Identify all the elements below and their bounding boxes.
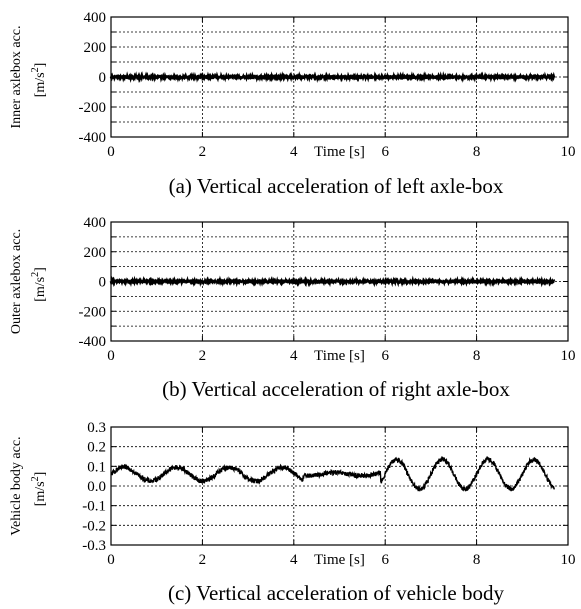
y-tick-label: 200: [84, 40, 107, 56]
x-tick-label: 2: [199, 348, 207, 364]
y-tick-label: -200: [79, 304, 107, 320]
y-tick-label: 0.3: [87, 420, 106, 436]
x-tick-label: 4: [290, 552, 298, 568]
x-tick-label: 2: [199, 144, 207, 160]
plot-frame: [110, 426, 569, 546]
x-axis-label: Time [s]: [314, 552, 365, 568]
plot-frame: [110, 16, 569, 138]
y-tick-label: 0.0: [87, 479, 106, 495]
chart-panel-3: -0.3 -0.2 -0.1 0.0 0.1 0.2 0.3 0 2 4 6 8 10 Time [s] V…: [9, 420, 576, 605]
plot-frame: [110, 221, 569, 342]
x-tick-label: 0: [107, 552, 115, 568]
y-tick-label: 0: [99, 275, 107, 291]
x-tick-label: 4: [290, 144, 298, 160]
figure-caption: (b) Vertical acceleration of right axle-…: [162, 377, 510, 401]
x-tick-label: 6: [381, 348, 389, 364]
x-tick-label: 4: [290, 348, 298, 364]
y-tick-label: -0.1: [82, 499, 106, 515]
y-tick-label: 400: [84, 215, 107, 231]
y-tick-label: 200: [84, 245, 107, 261]
x-tick-label: 10: [561, 552, 576, 568]
x-tick-label: 2: [199, 552, 207, 568]
figure-caption: (c) Vertical acceleration of vehicle bod…: [168, 581, 505, 605]
y-axis-unit: [m/s2]: [30, 63, 48, 98]
y-tick-label: -400: [79, 130, 107, 146]
y-tick-label: 0.2: [87, 440, 106, 456]
y-tick-label: 400: [84, 10, 107, 26]
y-axis-unit: [m/s2]: [30, 267, 48, 302]
y-tick-label: 0: [99, 70, 107, 86]
chart-panel-2: -400 -200 0 200 400 0 2 4 6 8 10 Time [s] Outer axle…: [9, 215, 576, 401]
y-axis-label: Vehicle body acc.: [9, 436, 24, 535]
figure-caption: (a) Vertical acceleration of left axle-b…: [169, 174, 504, 198]
x-tick-label: 10: [561, 144, 576, 160]
x-tick-label: 6: [381, 144, 389, 160]
y-tick-label: -200: [79, 100, 107, 116]
series-line: [109, 275, 556, 288]
y-tick-label: -0.2: [82, 518, 106, 534]
x-axis-label: Time [s]: [314, 348, 365, 364]
chart-panel-1: -400 -200 0 200 400 0 2 4 6 8 10 Time [s] Inner axle…: [9, 10, 576, 198]
x-tick-label: 8: [473, 552, 481, 568]
x-tick-label: 0: [107, 348, 115, 364]
y-tick-label: -400: [79, 334, 107, 350]
x-tick-label: 0: [107, 144, 115, 160]
x-axis-label: Time [s]: [314, 144, 365, 160]
x-tick-label: 10: [561, 348, 576, 364]
y-axis-label: Outer axlebox acc.: [9, 229, 24, 334]
series-line: [110, 456, 555, 492]
x-tick-label: 8: [473, 348, 481, 364]
y-tick-label: 0.1: [87, 459, 106, 475]
y-tick-label: -0.3: [82, 538, 106, 554]
y-axis-label: Inner axlebox acc.: [9, 26, 24, 129]
x-tick-label: 8: [473, 144, 481, 160]
series-line: [109, 70, 556, 83]
x-tick-label: 6: [381, 552, 389, 568]
y-axis-unit: [m/s2]: [30, 472, 48, 507]
